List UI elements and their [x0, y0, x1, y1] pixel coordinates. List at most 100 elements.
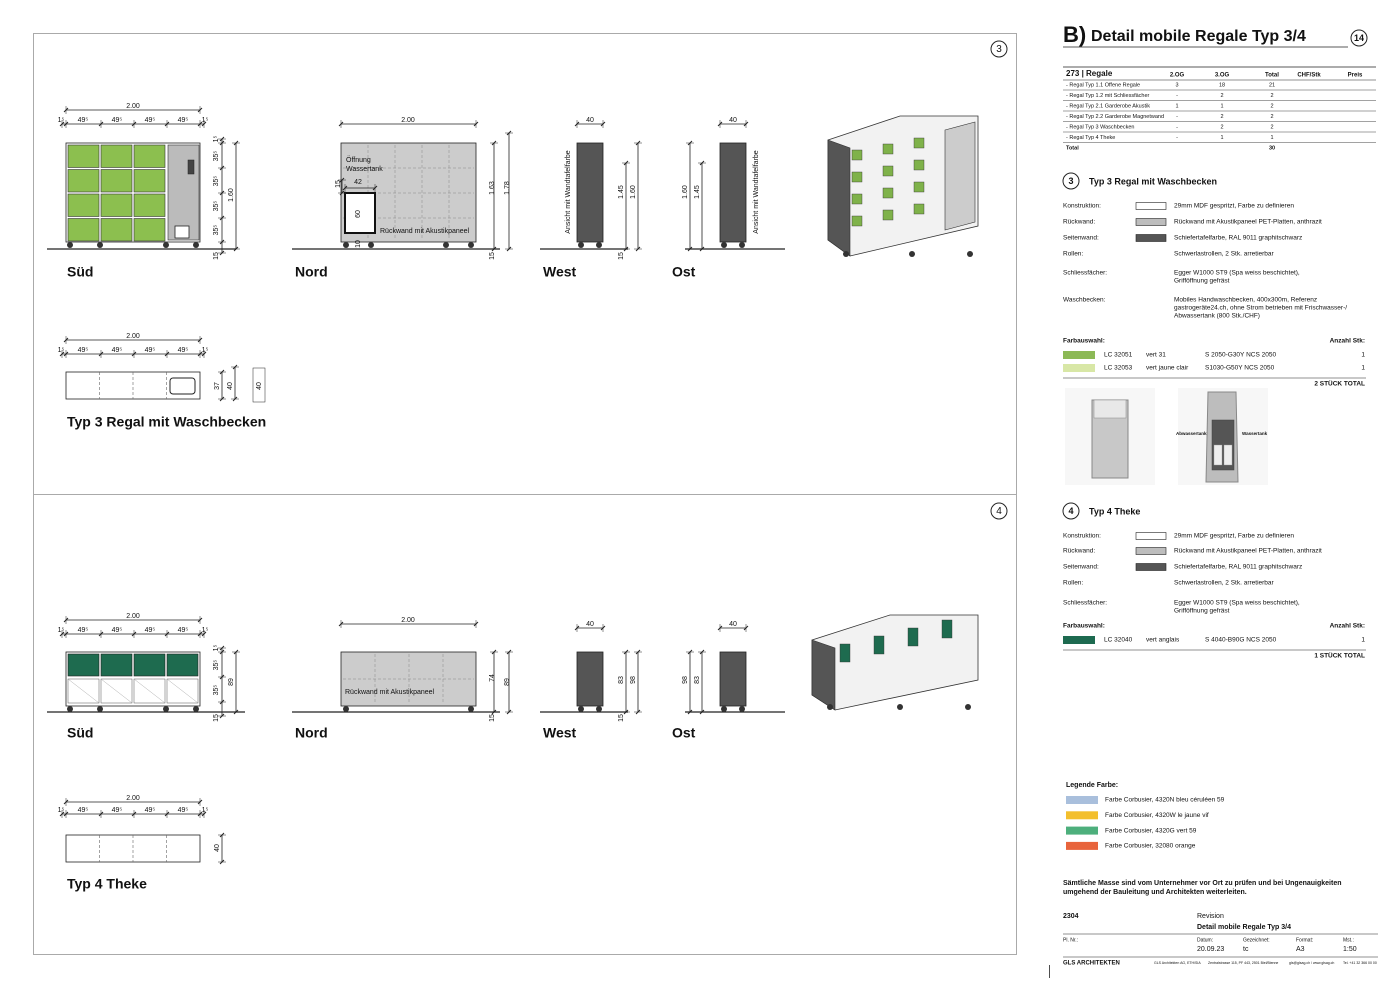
column-header: CHF/Stk — [1297, 73, 1321, 79]
dimension-label: 1.45 — [694, 185, 701, 199]
note: umgehend der Bauleitung und Architekten … — [1063, 889, 1247, 896]
line — [623, 160, 629, 166]
line — [232, 364, 238, 370]
compartment — [133, 653, 166, 677]
cell: 1 — [1220, 103, 1223, 109]
spec-text: Mobiles Handwaschbecken, 400x300m, Refer… — [1174, 297, 1317, 304]
spec-label: Schliessfächer: — [1063, 600, 1107, 607]
cell: - — [1176, 135, 1178, 141]
line — [63, 799, 69, 805]
dimension-label: 35⁵ — [213, 201, 220, 212]
color-ncs: S 4040-B90G NCS 2050 — [1205, 637, 1277, 644]
compartment — [882, 165, 894, 177]
cell: 2 — [1220, 114, 1223, 120]
line — [491, 246, 497, 252]
line — [339, 190, 345, 196]
cell: 2 — [1270, 124, 1273, 130]
line — [63, 107, 69, 113]
compartment — [67, 169, 100, 193]
dimension-label: 49⁵ — [78, 807, 89, 814]
spec-label: Waschbecken: — [1063, 297, 1106, 304]
line — [59, 811, 65, 817]
spec-text: Grifföffnung gefräst — [1174, 608, 1230, 615]
dimension-label: 35⁵ — [213, 225, 220, 236]
dimension-label: 1.60 — [682, 185, 689, 199]
dimension-label: 1⁵ — [58, 117, 65, 124]
plan-title: Detail mobile Regale Typ 3/4 — [1197, 924, 1291, 931]
column-header: Total — [1265, 73, 1279, 79]
cell: 2 — [1270, 114, 1273, 120]
dimension-label: 35⁵ — [213, 176, 220, 187]
compartment — [67, 653, 100, 677]
compartment — [882, 143, 894, 155]
dimension-label: 74 — [489, 674, 496, 682]
dimension-label: 37 — [214, 382, 221, 390]
total-value: 30 — [1269, 145, 1275, 151]
office: GLS ARCHITEKTEN — [1063, 961, 1120, 967]
footer-text: Zentralstrasse 115, PF 443, 2501 Biel/Bi… — [1208, 961, 1278, 965]
line — [635, 709, 641, 715]
compartment — [67, 193, 100, 217]
field-value: 1:50 — [1343, 946, 1357, 953]
dimension-label: 15 — [618, 714, 625, 722]
cell: 18 — [1219, 82, 1225, 88]
line — [59, 121, 65, 127]
line — [197, 811, 203, 817]
line — [98, 351, 104, 357]
field-label: Gezeichnet: — [1243, 937, 1270, 943]
dimension-label: 40 — [586, 621, 594, 628]
line — [63, 617, 69, 623]
spec-label: Seitenwand: — [1063, 564, 1099, 571]
line — [473, 121, 479, 127]
dimension-label: 35⁵ — [213, 685, 220, 696]
line — [233, 649, 239, 655]
spec-text: Schiefertafelfarbe, RAL 9011 graphitschw… — [1174, 235, 1302, 242]
dimension-label: 2.00 — [401, 617, 415, 624]
outline — [252, 367, 266, 403]
cell: - — [1176, 124, 1178, 130]
legend-label: Farbe Corbusier, 32080 orange — [1105, 843, 1196, 850]
line — [233, 709, 239, 715]
wheel — [897, 704, 903, 710]
wheel — [909, 251, 915, 257]
dimension-label: 49⁵ — [112, 347, 123, 354]
line — [623, 709, 629, 715]
count-label: Anzahl Stk: — [1330, 338, 1365, 345]
line — [339, 177, 345, 183]
compartment — [133, 218, 166, 242]
dimension-label: 60 — [355, 210, 362, 218]
line — [197, 351, 203, 357]
compartment — [941, 619, 953, 639]
line — [166, 678, 199, 704]
wheel — [67, 706, 73, 712]
iso-side — [811, 639, 836, 711]
line — [699, 160, 705, 166]
spec-text: Rückwand mit Akustikpaneel PET-Platten, … — [1174, 548, 1322, 555]
tank — [1213, 444, 1223, 466]
dimension-label: 1⁵ — [202, 117, 209, 124]
shape — [576, 142, 604, 243]
compartment — [913, 181, 925, 193]
dimension-label: 40 — [256, 382, 263, 390]
compartment — [67, 144, 100, 168]
dimension-label: 83 — [618, 676, 625, 684]
dimension-label: 1⁵ — [213, 136, 220, 143]
wheel — [721, 242, 727, 248]
line — [98, 811, 104, 817]
wheel — [97, 706, 103, 712]
dimension-label: 49⁵ — [178, 117, 189, 124]
wheel — [193, 242, 199, 248]
line — [717, 121, 723, 127]
spec-text: gastrogeräte24.ch, ohne Strom betrieben … — [1174, 305, 1347, 312]
spec-label: Rollen: — [1063, 580, 1083, 587]
wheel — [596, 706, 602, 712]
section-total: 2 STÜCK TOTAL — [1314, 379, 1365, 388]
color-count: 1 — [1361, 637, 1365, 644]
line — [219, 190, 225, 196]
cell: 21 — [1269, 82, 1275, 88]
field-label: Format: — [1296, 937, 1313, 943]
spec-label: Konstruktion: — [1063, 533, 1101, 540]
section-marker — [1062, 502, 1080, 520]
line — [743, 121, 749, 127]
line — [63, 811, 69, 817]
